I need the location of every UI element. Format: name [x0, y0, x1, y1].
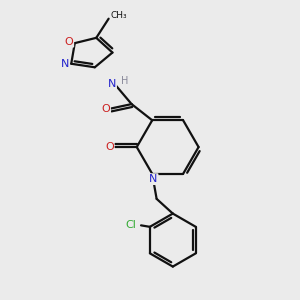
Text: H: H: [121, 76, 128, 86]
Text: Cl: Cl: [125, 220, 136, 230]
Text: O: O: [105, 142, 114, 152]
Text: N: N: [61, 59, 69, 69]
Text: N: N: [149, 174, 158, 184]
Text: N: N: [108, 79, 116, 89]
Text: O: O: [64, 37, 73, 47]
Text: CH₃: CH₃: [111, 11, 128, 20]
Text: O: O: [101, 103, 110, 113]
